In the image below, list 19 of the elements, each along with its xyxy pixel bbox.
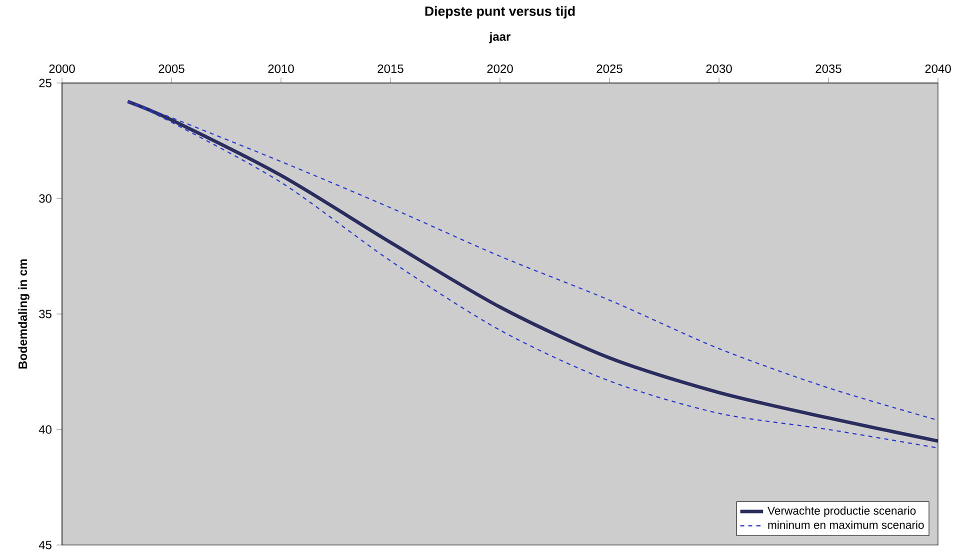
y-tick-label: 35	[39, 310, 52, 318]
x-tick-label: 2040	[925, 64, 951, 73]
x-tick-label: 2020	[487, 64, 513, 73]
x-axis-title: jaar	[489, 32, 511, 44]
legend-label: Verwachte productie scenario	[768, 506, 916, 517]
legend-label: mininum en maximum scenario	[768, 520, 924, 529]
x-tick-label: 2030	[706, 64, 732, 73]
y-tick-label: 45	[38, 540, 52, 550]
x-tick-label: 2000	[49, 64, 75, 73]
x-tick-label: 2025	[596, 64, 622, 73]
x-tick-label: 2005	[158, 64, 184, 73]
x-tick-label: 2010	[268, 64, 294, 73]
x-tick-label: 2035	[816, 64, 842, 73]
x-tick-label: 2015	[378, 64, 404, 73]
y-tick-label: 30	[39, 194, 52, 203]
chart-title: Diepste punt versus tijd	[425, 6, 575, 19]
y-axis-title: Bodemdaling in cm	[18, 259, 30, 369]
y-tick-label: 40	[38, 425, 52, 434]
y-tick-label: 25	[39, 78, 52, 88]
